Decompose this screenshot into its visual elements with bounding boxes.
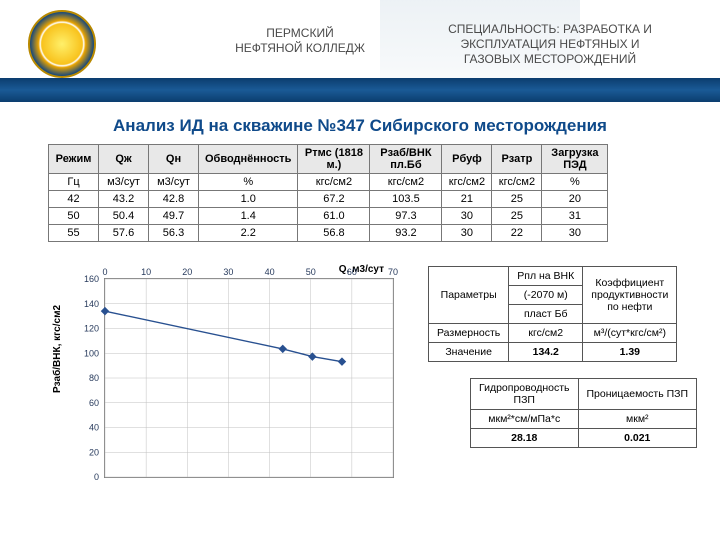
table-cell: 50 [49,208,99,225]
table-row: 5557.656.32.256.893.2302230 [49,225,608,242]
table-header: Обводнённость [199,145,298,174]
svg-text:160: 160 [84,274,99,284]
table-unit-cell: м3/сут [149,174,199,191]
table-cell: 21 [442,191,492,208]
table-unit-cell: м3/сут [99,174,149,191]
table-header: Рзатр [492,145,542,174]
header-band [0,78,720,102]
svg-text:0: 0 [102,267,107,277]
table-cell: 50.4 [99,208,149,225]
table-header: Ртмс (1818 м.) [298,145,370,174]
pt1-r3c1: Значение [429,343,509,362]
page-title: Анализ ИД на скважине №347 Сибирского ме… [0,116,720,136]
pt1-r3c3: 1.39 [583,343,677,362]
table-header: Загрузка ПЭД [542,145,608,174]
table-cell: 43.2 [99,191,149,208]
svg-text:0: 0 [94,472,99,482]
table-cell: 31 [542,208,608,225]
table-cell: 30 [442,225,492,242]
svg-text:60: 60 [89,398,99,408]
table-unit-cell: % [199,174,298,191]
table-cell: 93.2 [370,225,442,242]
svg-text:30: 30 [223,267,233,277]
svg-text:40: 40 [265,267,275,277]
header-left: ПЕРМСКИЙ НЕФТЯНОЙ КОЛЛЕДЖ [210,26,390,56]
hdr-left-l2: НЕФТЯНОЙ КОЛЛЕДЖ [235,41,365,55]
svg-text:60: 60 [347,267,357,277]
table-cell: 42.8 [149,191,199,208]
table-cell: 103.5 [370,191,442,208]
pt2-h2: Проницаемость ПЗП [578,379,697,410]
table-cell: 30 [542,225,608,242]
svg-text:10: 10 [141,267,151,277]
table-cell: 61.0 [298,208,370,225]
table-cell: 30 [442,208,492,225]
table-header: Рбуф [442,145,492,174]
table-cell: 20 [542,191,608,208]
hdr-right-l1: СПЕЦИАЛЬНОСТЬ: РАЗРАБОТКА И [448,22,652,36]
svg-text:140: 140 [84,299,99,309]
svg-text:40: 40 [89,423,99,433]
table-cell: 42 [49,191,99,208]
ipr-chart: Q, м3/сут Рзаб/ВНК, кгс/см2 010203040506… [58,264,408,494]
main-data-table: РежимQжQнОбводнённостьРтмс (1818 м.)Pзаб… [48,144,608,242]
table-cell: 1.4 [199,208,298,225]
pt2-v2: 0.021 [578,429,697,448]
table-cell: 67.2 [298,191,370,208]
svg-text:50: 50 [306,267,316,277]
table-cell: 56.8 [298,225,370,242]
table-unit-cell: Гц [49,174,99,191]
pt1-r1c2b: (-2070 м) [509,286,583,305]
hdr-left-l1: ПЕРМСКИЙ [266,26,333,40]
table-header: Qж [99,145,149,174]
table-cell: 25 [492,191,542,208]
pt2-u1: мкм²*см/мПа*с [471,410,579,429]
chart-x-label: Q, м3/сут [339,264,384,275]
pt1-r1c1: Параметры [429,267,509,324]
table-cell: 22 [492,225,542,242]
svg-text:20: 20 [89,447,99,457]
hdr-right-l2: ЭКСПЛУАТАЦИЯ НЕФТЯНЫХ И [460,37,639,51]
table-cell: 1.0 [199,191,298,208]
table-cell: 56.3 [149,225,199,242]
pt2-h1: ГидропроводностьПЗП [471,379,579,410]
pt1-r3c2: 134.2 [509,343,583,362]
table-cell: 2.2 [199,225,298,242]
table-row: 5050.449.71.461.097.3302531 [49,208,608,225]
table-cell: 55 [49,225,99,242]
pt1-r2c2: кгс/см2 [509,324,583,343]
pt1-r1c2c: пласт Бб [509,305,583,324]
table-header: Qн [149,145,199,174]
permeability-table: ГидропроводностьПЗП Проницаемость ПЗП мк… [470,378,697,448]
hdr-right-l3: ГАЗОВЫХ МЕСТОРОЖДЕНИЙ [464,52,636,66]
table-header: Pзаб/ВНК пл.Бб [370,145,442,174]
chart-y-label: Рзаб/ВНК, кгс/см2 [52,305,63,393]
table-header: Режим [49,145,99,174]
pt1-r1c2a: Рпл на ВНК [509,267,583,286]
svg-text:70: 70 [388,267,398,277]
table-cell: 25 [492,208,542,225]
pt1-r2c3: м³/(сут*кгс/см²) [583,324,677,343]
table-unit-cell: % [542,174,608,191]
table-unit-cell: кгс/см2 [370,174,442,191]
table-unit-cell: кгс/см2 [298,174,370,191]
pt1-r1c3: Коэффициент продуктивности по нефти [583,267,677,324]
svg-text:100: 100 [84,348,99,358]
pt1-r2c1: Размерность [429,324,509,343]
svg-text:80: 80 [89,373,99,383]
pt2-u2: мкм² [578,410,697,429]
reservoir-params-table: Параметры Рпл на ВНК Коэффициент продукт… [428,266,677,362]
table-cell: 57.6 [99,225,149,242]
table-cell: 97.3 [370,208,442,225]
table-unit-cell: кгс/см2 [442,174,492,191]
svg-text:120: 120 [84,324,99,334]
svg-text:20: 20 [182,267,192,277]
table-row: 4243.242.81.067.2103.5212520 [49,191,608,208]
table-cell: 49.7 [149,208,199,225]
chart-plot-area: 010203040506070020406080100120140160 [104,278,394,478]
header-right: СПЕЦИАЛЬНОСТЬ: РАЗРАБОТКА И ЭКСПЛУАТАЦИЯ… [410,22,690,67]
table-unit-cell: кгс/см2 [492,174,542,191]
college-logo [28,10,96,78]
pt2-v1: 28.18 [471,429,579,448]
